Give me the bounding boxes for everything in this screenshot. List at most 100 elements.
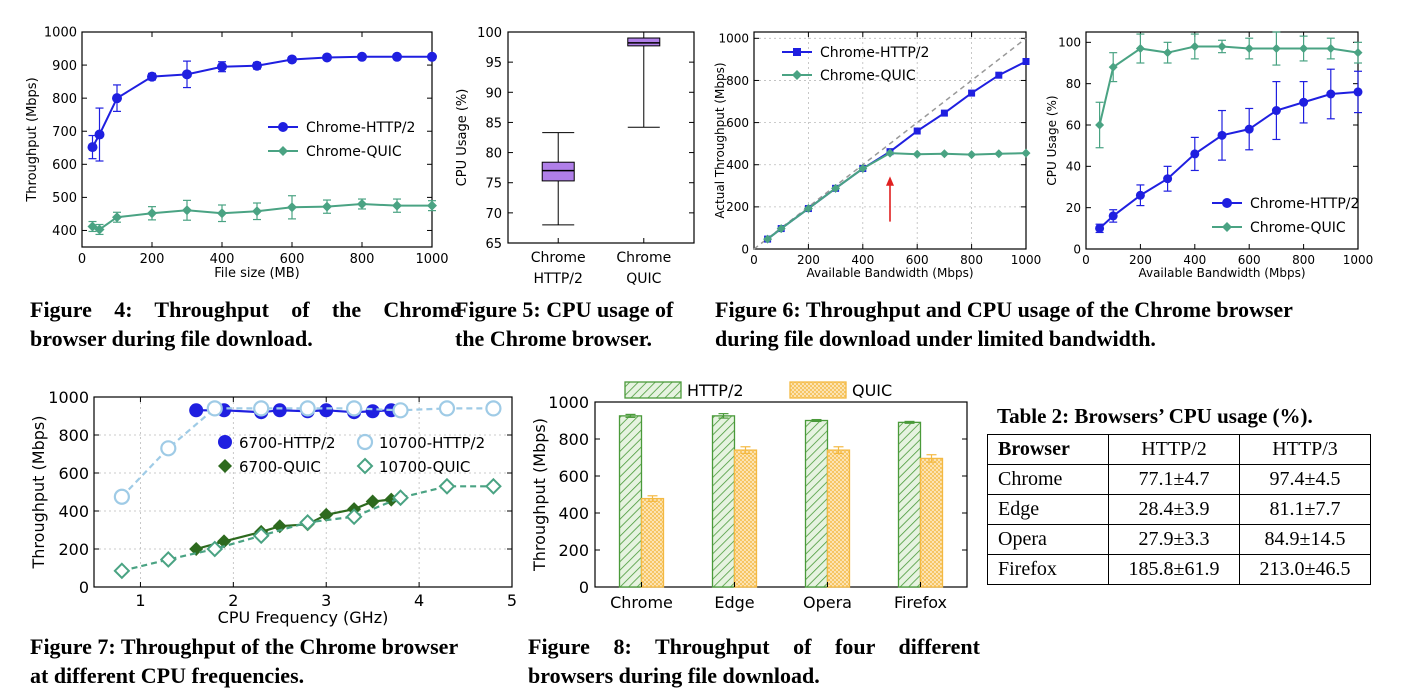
data-point [939, 149, 949, 159]
figure-7-caption-line-1: Figure 7: Throughput of the Chrome brows… [30, 634, 459, 659]
y-tick-label: 0 [741, 242, 749, 256]
data-point [322, 201, 332, 212]
table-row: Chrome 77.1±4.7 97.4±4.5 [987, 464, 1371, 495]
data-point [485, 477, 502, 495]
figure-4-plot: 400 500 600 700 800 900 1000 0 200 400 600 800 1000 F… [25, 26, 449, 281]
y-axis-label: CPU Usage (%) [455, 89, 470, 187]
x-tick-label: Edge [714, 593, 754, 612]
y-tick-label: 400 [558, 504, 589, 523]
data-point [803, 204, 813, 214]
y-tick-label: 900 [52, 59, 77, 74]
x-tick-label: 1000 [415, 252, 448, 267]
legend-marker [356, 433, 374, 451]
legend-label: HTTP/2 [687, 381, 744, 400]
data-point [253, 400, 270, 417]
figure-5-caption: Figure 5: CPU usage of the Chrome browse… [455, 295, 715, 353]
data-point [147, 208, 157, 219]
legend-label: Chrome-QUIC [820, 68, 916, 84]
x-tick-label: 0 [78, 252, 86, 267]
y-tick-label: 65 [485, 237, 502, 252]
data-point [1217, 130, 1227, 140]
data-point [1021, 148, 1031, 158]
legend-marker [356, 457, 374, 475]
series-line [766, 60, 1027, 240]
legend-item: Chrome-QUIC [1212, 220, 1346, 236]
x-tick-label: 600 [280, 252, 305, 267]
figure-6-caption-line-2: during file download under limited bandw… [715, 326, 1156, 351]
x-tick-label: 1 [135, 591, 145, 610]
table-cell-http2: 27.9±3.3 [1108, 524, 1240, 555]
data-point [1271, 106, 1281, 116]
data-point [1271, 44, 1281, 54]
bar-http-2 [804, 419, 829, 588]
table-cell-browser: Edge [987, 494, 1109, 525]
series-line [92, 202, 432, 231]
x-tick-label: 600 [906, 253, 929, 267]
box-body [541, 161, 575, 182]
data-point [299, 400, 316, 417]
legend-marker [278, 146, 288, 156]
data-point [438, 400, 456, 417]
x-tick-label: 200 [797, 253, 820, 267]
y-tick-label: 500 [52, 191, 77, 206]
table-header-http3: HTTP/3 [1239, 434, 1371, 465]
table-2: Browser HTTP/2 HTTP/3 Chrome 77.1±4.7 97… [987, 434, 1371, 585]
x-tick-label: 600 [1238, 253, 1261, 267]
y-tick-label: 200 [58, 540, 89, 559]
x-tick-label: 200 [1129, 253, 1152, 267]
data-point [299, 513, 317, 531]
figure-6-caption: Figure 6: Throughput and CPU usage of th… [715, 295, 1385, 353]
data-point [885, 148, 895, 158]
data-point [1326, 89, 1336, 99]
data-point [87, 142, 98, 153]
data-point [217, 534, 232, 549]
x-axis-label: Available Bandwidth (Mbps) [1138, 266, 1305, 280]
legend-item: Chrome-QUIC [268, 144, 402, 160]
y-tick-label: 1000 [548, 393, 589, 412]
figure-4-caption-line-2: browser during file download. [30, 326, 313, 351]
legend-label: QUIC [852, 381, 892, 400]
legend-item: Chrome-QUIC [782, 68, 916, 84]
y-tick-label: 100 [477, 26, 502, 41]
x-tick-label: Chrome [531, 250, 586, 266]
bar-http-2 [618, 415, 643, 588]
data-point [252, 206, 262, 217]
figure-7-plot: 0 200 400 600 800 1000 1 2 3 4 5 CPU Frequency (GHz… [29, 388, 517, 627]
y-tick-label: 700 [52, 125, 77, 140]
figure-7-chart: 0 200 400 600 800 1000 1 2 3 4 5 CPU Frequency (GHz… [20, 380, 530, 630]
legend-marker [793, 48, 801, 56]
legend-marker [1222, 222, 1232, 232]
data-point [357, 199, 367, 209]
data-point [940, 109, 948, 117]
x-tick-label: 3 [321, 591, 331, 610]
x-tick-label: 0 [750, 253, 758, 267]
y-axis-label: Throughput (Mbps) [25, 77, 40, 202]
data-point [913, 127, 921, 135]
data-point [1135, 190, 1145, 200]
data-point [319, 403, 334, 418]
figure-5-plot: 65 70 75 80 85 90 95 100 CPU Usage (%) Chrome HTTP… [455, 26, 695, 287]
data-point [272, 519, 287, 534]
plot-frame [753, 31, 1027, 250]
y-tick-label: 0 [1073, 242, 1081, 256]
data-point [272, 403, 287, 418]
data-point [1095, 223, 1105, 233]
x-tick-label: 400 [210, 252, 235, 267]
data-point [206, 400, 223, 417]
y-tick-label: 60 [1066, 118, 1081, 132]
bar-http-2 [711, 415, 736, 588]
figure-6a-plot: 0 200 400 600 800 1000 0 200 400 600 800 1000 Availa… [713, 31, 1041, 280]
data-point [1299, 97, 1309, 107]
table-row: Edge 28.4±3.9 81.1±7.7 [987, 494, 1371, 525]
data-point [94, 129, 105, 140]
data-point [322, 52, 332, 63]
data-point [995, 71, 1003, 79]
data-point [831, 183, 841, 193]
y-tick-label: 600 [726, 116, 749, 130]
y-tick-label: 200 [558, 541, 589, 560]
figure-6a-chart: 0 200 400 600 800 1000 0 200 400 600 800 1000 Availa… [712, 20, 1042, 290]
legend-label: 10700-QUIC [379, 458, 470, 476]
y-tick-label: 1000 [718, 32, 749, 46]
y-axis-label: Actual Throughput (Mbps) [713, 62, 727, 218]
